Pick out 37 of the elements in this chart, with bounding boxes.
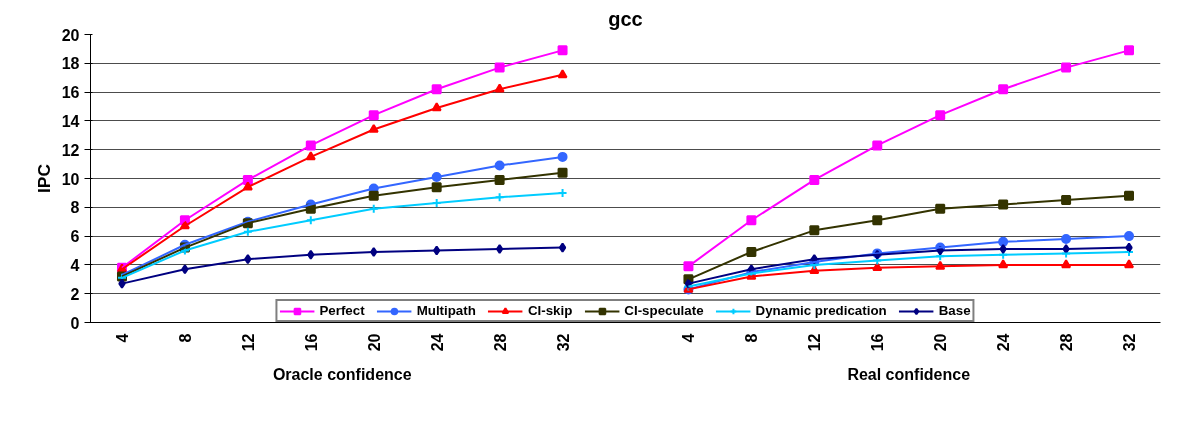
x-tick-label: 16 <box>302 333 320 352</box>
legend-label: Dynamic predication <box>755 303 887 318</box>
x-tick-label: 28 <box>1058 333 1076 352</box>
y-tick-label: 2 <box>70 285 80 303</box>
legend-label: CI-skip <box>527 303 573 318</box>
y-tick-label: 4 <box>70 256 80 274</box>
x-tick-label: 4 <box>680 333 698 343</box>
x-tick-label: 32 <box>554 333 572 352</box>
x-tick-label: 8 <box>743 333 761 343</box>
y-tick-label: 14 <box>61 112 80 130</box>
legend-label: Multipath <box>416 303 476 318</box>
x-tick-label: 16 <box>869 333 887 352</box>
y-tick-label: 6 <box>70 228 80 246</box>
y-tick-label: 16 <box>61 84 80 102</box>
x-tick-label: 8 <box>176 333 194 343</box>
x-tick-label: 20 <box>932 333 950 352</box>
x-tick-label: 32 <box>1121 333 1139 352</box>
y-tick-label: 0 <box>70 314 80 332</box>
x-tick-label: 24 <box>428 333 446 352</box>
legend-label: Base <box>938 303 971 318</box>
x-tick-label: 24 <box>995 333 1013 352</box>
y-tick-label: 8 <box>70 199 80 217</box>
legend-label: Perfect <box>319 303 365 318</box>
y-axis-title: IPC <box>33 163 54 193</box>
y-tick-label: 20 <box>61 26 80 44</box>
text: Real confidence <box>847 365 971 383</box>
y-tick-label: 18 <box>61 55 80 73</box>
chart-title: gcc <box>608 7 643 30</box>
x-tick-label: 28 <box>491 333 509 352</box>
x-tick-label: 12 <box>806 333 824 352</box>
x-tick-label: 20 <box>365 333 383 352</box>
y-tick-label: 12 <box>61 141 80 159</box>
x-tick-label: 4 <box>113 333 131 343</box>
x-tick-label: 12 <box>239 333 257 352</box>
legend-label: CI-speculate <box>624 303 704 318</box>
y-tick-label: 10 <box>61 170 80 188</box>
text: Oracle confidence <box>272 365 412 383</box>
